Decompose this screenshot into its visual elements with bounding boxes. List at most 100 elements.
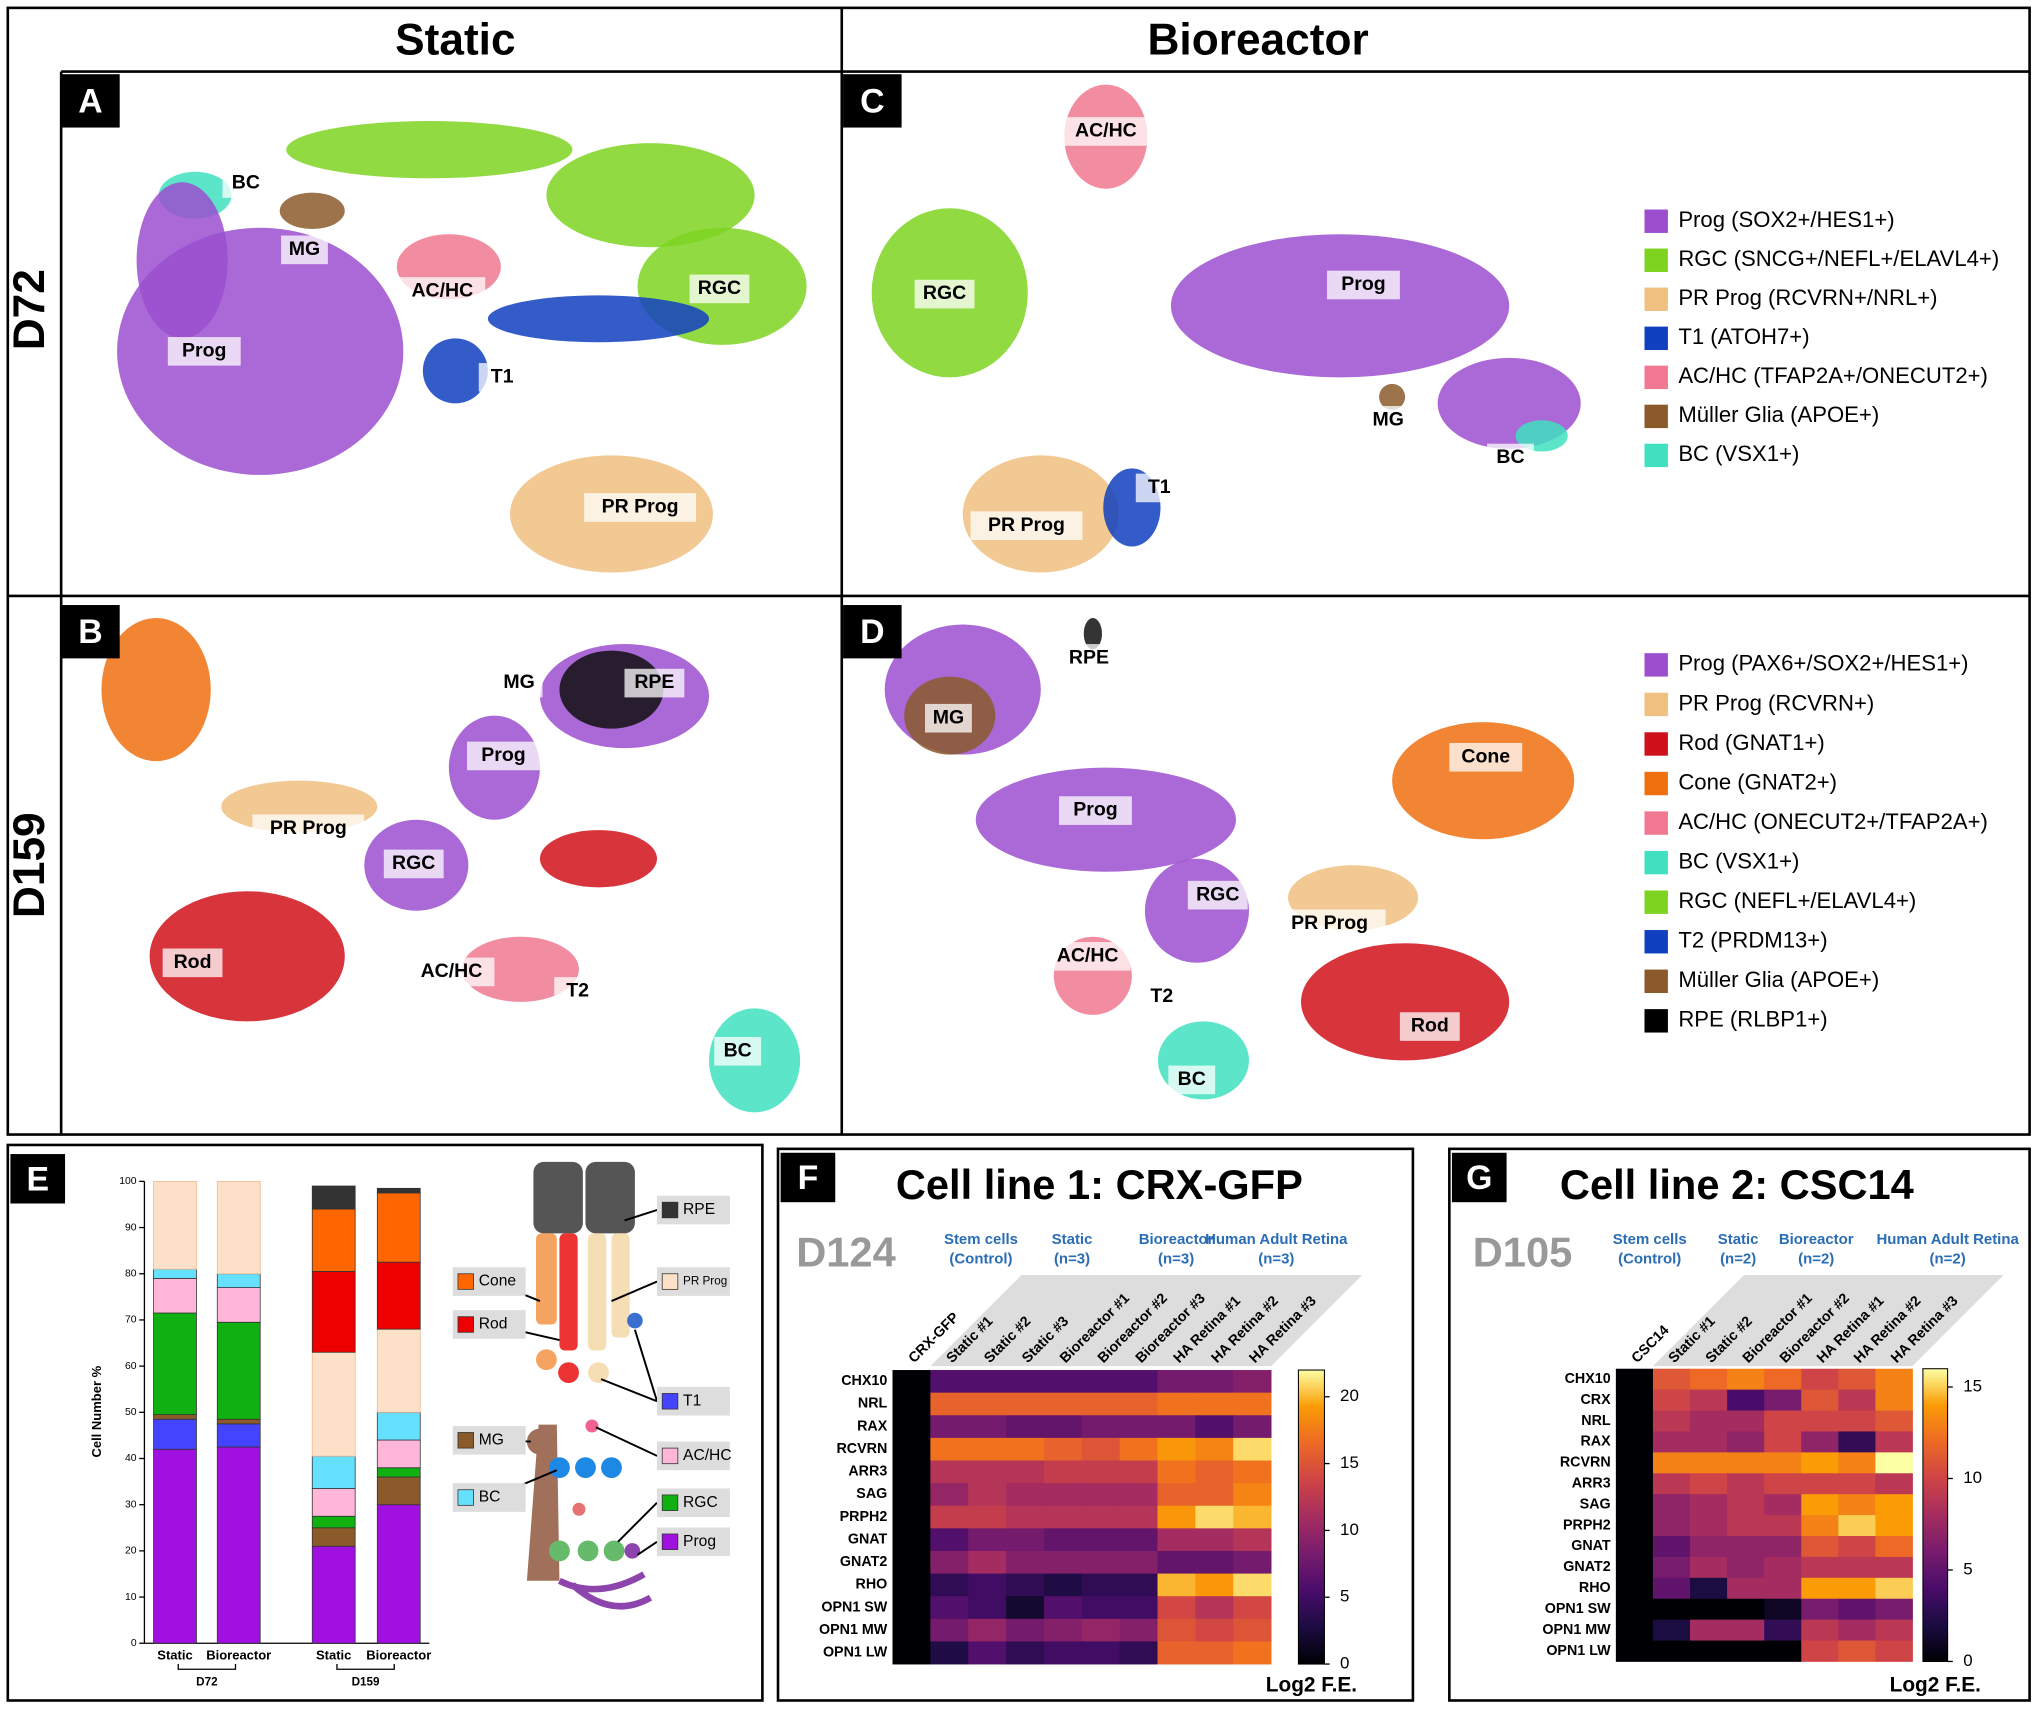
cluster-label-bg (383, 849, 444, 879)
heatmap-cell (1727, 1598, 1765, 1621)
group-label: (Control) (949, 1250, 1012, 1267)
legend-label: RPE (RLBP1+) (1678, 1007, 1827, 1032)
cluster-label-bg (584, 493, 697, 522)
heatmap-title: Cell line 1: CRX-GFP (896, 1161, 1303, 1208)
heatmap-cell (1727, 1619, 1765, 1641)
legend-label: PR Prog (683, 1275, 727, 1288)
group-label: (n=3) (1258, 1250, 1294, 1267)
heatmap-cell (1690, 1536, 1728, 1558)
heatmap-cell (1006, 1505, 1045, 1529)
heatmap-cell (1006, 1415, 1045, 1439)
legend-label: RGC (683, 1494, 718, 1511)
bar-segment (376, 1187, 421, 1194)
y-tick-label: 70 (125, 1315, 137, 1326)
heatmap-cell (1801, 1598, 1839, 1621)
legend-swatch (661, 1447, 679, 1465)
heatmap-cell (1652, 1368, 1691, 1391)
heatmap-cell (1081, 1437, 1121, 1461)
heatmap-cell (1615, 1515, 1654, 1537)
cluster-label: Prog (182, 339, 226, 361)
cluster-label-bg (399, 277, 486, 306)
heatmap-cell (892, 1415, 931, 1439)
legend-swatch (1644, 930, 1668, 954)
cluster-label: BC (1178, 1068, 1206, 1090)
cluster-label-bg (408, 957, 495, 987)
heatmap-cell (1615, 1556, 1654, 1579)
group-bracket (336, 1664, 395, 1670)
bar-segment (153, 1312, 197, 1416)
row-label: CHX10 (841, 1373, 887, 1389)
heatmap-cell (1195, 1392, 1234, 1416)
heatmap-cell (1838, 1619, 1876, 1641)
heatmap-cell (1727, 1452, 1765, 1474)
legend-label: RPE (683, 1201, 715, 1218)
legend-swatch (1644, 732, 1668, 756)
cluster-label: PR Prog (988, 514, 1065, 536)
heatmap-cell (1615, 1598, 1654, 1621)
y-tick-label: 30 (125, 1499, 137, 1510)
heatmap-cell (1195, 1460, 1234, 1484)
bar-segment (311, 1545, 356, 1644)
cluster-blob (1301, 943, 1510, 1061)
heatmap-cell (1764, 1598, 1802, 1621)
heatmap-cell (1801, 1368, 1839, 1391)
legend-label: BC (VSX1+) (1678, 848, 1799, 873)
frames (6, 6, 2031, 1702)
cluster-label-bg (222, 169, 270, 198)
heatmap-cell (1157, 1596, 1196, 1620)
cluster-label-bg (1364, 405, 1412, 435)
panel-letter-box (843, 605, 902, 659)
heatmap-cell (1838, 1452, 1876, 1474)
heatmap-cell (1875, 1577, 1913, 1600)
heatmap-cell (1652, 1515, 1691, 1537)
cluster-label: Cone (1461, 745, 1510, 767)
cluster-label: PR Prog (602, 496, 679, 518)
legend-label: BC (479, 1489, 501, 1506)
heatmap-cell (930, 1528, 969, 1552)
y-tick-label: 80 (125, 1269, 137, 1280)
panel-letter-box (10, 1154, 66, 1204)
bar-segment (153, 1268, 197, 1279)
row-label: SAG (1580, 1496, 1611, 1512)
column-title: Static (395, 16, 515, 65)
heatmap-cell (892, 1460, 931, 1484)
heatmap-cell (1233, 1596, 1272, 1620)
heatmap-cell (1727, 1556, 1765, 1579)
bar-segment (376, 1192, 421, 1263)
legend-swatch (1644, 890, 1668, 914)
row-label: OPN1 LW (823, 1645, 888, 1661)
row-label: OPN1 MW (1542, 1622, 1611, 1638)
heatmap-cell (1652, 1473, 1691, 1495)
heatmap-cell (1195, 1596, 1234, 1620)
colorbar-tick-label: 5 (1963, 1559, 1972, 1578)
panel-letter: G (1466, 1159, 1492, 1197)
legend-label: Prog (PAX6+/SOX2+/HES1+) (1678, 651, 1968, 676)
cluster-label-bg (689, 274, 750, 304)
bar-segment (153, 1414, 197, 1420)
heatmap-cell (1157, 1573, 1196, 1597)
heatmap-cell (1233, 1505, 1272, 1529)
heatmap-cell (892, 1528, 931, 1552)
heatmap-cell (1875, 1619, 1913, 1641)
heatmap-cell (1006, 1437, 1045, 1461)
legend-label: T1 (683, 1392, 701, 1409)
heatmap-cell (1652, 1389, 1691, 1411)
heatmap-cell (968, 1392, 1007, 1416)
legend-label: Müller Glia (APOE+) (1678, 402, 1879, 427)
cluster-blob (422, 338, 488, 404)
day-label: D124 (796, 1229, 896, 1276)
heatmap-cell (1157, 1392, 1196, 1416)
row-label: RHO (1579, 1580, 1611, 1596)
panel-letter-box (780, 1152, 836, 1203)
heatmap-cell (1081, 1641, 1121, 1665)
legend-label: T1 (ATOH7+) (1678, 324, 1809, 349)
colorbar-label: Log2 F.E. (1266, 1674, 1357, 1697)
heatmap-cell (1081, 1415, 1121, 1439)
heatmap-cell (1801, 1431, 1839, 1453)
heatmap-cell (1764, 1494, 1802, 1516)
bar-segment (216, 1180, 261, 1275)
heatmap-cell (1233, 1415, 1272, 1439)
row-label: NRL (1581, 1413, 1611, 1429)
colorbar-tick-label: 15 (1340, 1453, 1359, 1472)
panel-letter-box (61, 605, 120, 659)
